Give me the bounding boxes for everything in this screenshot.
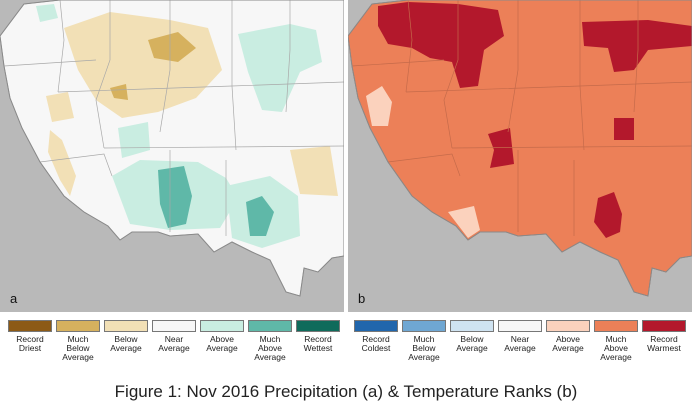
above-average-area-california bbox=[366, 86, 392, 126]
record-warmest-area-north-dakota bbox=[582, 20, 692, 72]
legend-swatch bbox=[296, 320, 340, 332]
legend-label: Much Above Average bbox=[254, 334, 286, 362]
legend-swatch bbox=[56, 320, 100, 332]
legend-label: Near Average bbox=[504, 334, 536, 353]
legend-swatch bbox=[8, 320, 52, 332]
legend-swatch bbox=[498, 320, 542, 332]
legend-label: Much Below Average bbox=[408, 334, 440, 362]
below-average-area-nevada bbox=[46, 92, 74, 122]
legend-swatch bbox=[104, 320, 148, 332]
below-average-area-texas-east bbox=[290, 146, 338, 196]
legend-item-above-average: Above Average bbox=[198, 320, 246, 353]
legend-label: Above Average bbox=[206, 334, 238, 353]
coastline bbox=[348, 0, 692, 297]
legend-label: Much Below Average bbox=[62, 334, 94, 362]
legend-swatch bbox=[594, 320, 638, 332]
legend-swatch bbox=[546, 320, 590, 332]
legend-label: Above Average bbox=[552, 334, 584, 353]
legend-swatch bbox=[354, 320, 398, 332]
legend-label: Much Above Average bbox=[600, 334, 632, 362]
legend-item-much-below-average: Much Below Average bbox=[54, 320, 102, 362]
coastline bbox=[0, 0, 344, 297]
legend-item-much-below-average: Much Below Average bbox=[400, 320, 448, 362]
legend-swatch bbox=[152, 320, 196, 332]
legend-item-near-average: Near Average bbox=[150, 320, 198, 353]
legend-item-below-average: Below Average bbox=[102, 320, 150, 353]
above-average-area-arizona bbox=[448, 206, 480, 238]
panel-label-a: a bbox=[10, 291, 18, 306]
state-borders bbox=[351, 0, 692, 236]
much-above-average-area-new-mexico bbox=[158, 166, 192, 228]
figure-caption: Figure 1: Nov 2016 Precipitation (a) & T… bbox=[114, 382, 578, 401]
legend-label: Below Average bbox=[456, 334, 488, 353]
state-borders bbox=[3, 0, 344, 236]
much-above-average-area-texas bbox=[246, 196, 274, 236]
below-average-area-california bbox=[48, 130, 76, 196]
temperature-map bbox=[348, 0, 692, 297]
legend-item-below-average: Below Average bbox=[448, 320, 496, 353]
legend-swatch bbox=[248, 320, 292, 332]
precipitation-map bbox=[0, 0, 344, 297]
above-average-area-washington bbox=[36, 4, 58, 22]
legend-label: Record Driest bbox=[16, 334, 44, 353]
legend-swatch bbox=[642, 320, 686, 332]
record-warmest-area-northwest bbox=[378, 2, 504, 88]
legend-item-record-warmest: Record Warmest bbox=[640, 320, 688, 353]
record-warmest-area-texas bbox=[594, 192, 622, 238]
precipitation-map-panel: a bbox=[0, 0, 344, 312]
legend-label: Below Average bbox=[110, 334, 142, 353]
record-warmest-area-colorado bbox=[488, 128, 514, 168]
legend-swatch bbox=[402, 320, 446, 332]
precipitation-legend: Record Driest Much Below Average Below A… bbox=[0, 320, 344, 378]
legend-swatch bbox=[200, 320, 244, 332]
legend-item-much-above-average: Much Above Average bbox=[246, 320, 294, 362]
legend-item-near-average: Near Average bbox=[496, 320, 544, 353]
legend-item-above-average: Above Average bbox=[544, 320, 592, 353]
legend-swatch bbox=[450, 320, 494, 332]
temperature-map-panel: b bbox=[348, 0, 692, 312]
legend-label: Record Wettest bbox=[303, 334, 333, 353]
legend-item-record-coldest: Record Coldest bbox=[352, 320, 400, 353]
much-below-average-area-montana bbox=[148, 32, 196, 62]
above-average-area-dakotas bbox=[238, 24, 322, 112]
temperature-legend: Record Coldest Much Below Average Below … bbox=[348, 320, 692, 378]
above-average-area-colorado bbox=[118, 122, 150, 158]
much-below-average-area-wyoming bbox=[110, 84, 128, 100]
legend-label: Record Coldest bbox=[361, 334, 391, 353]
legend-label: Near Average bbox=[158, 334, 190, 353]
legend-item-record-driest: Record Driest bbox=[6, 320, 54, 353]
panel-label-b: b bbox=[358, 291, 366, 306]
legend-item-much-above-average: Much Above Average bbox=[592, 320, 640, 362]
legend-label: Record Warmest bbox=[647, 334, 681, 353]
record-warmest-area-kansas bbox=[614, 118, 634, 140]
legend-item-record-wettest: Record Wettest bbox=[294, 320, 342, 353]
